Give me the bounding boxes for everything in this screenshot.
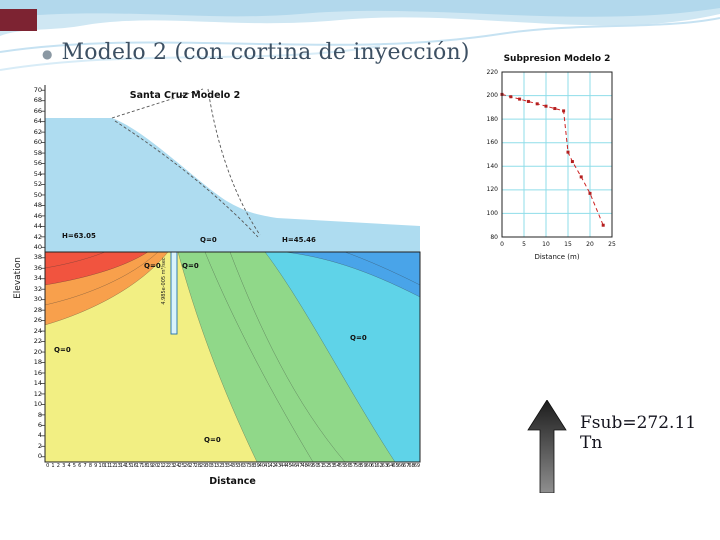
dam-upstream-face-line (111, 88, 204, 119)
uplift-pressure-chart: Subpresion Modelo 2 220 200 180 160 140 120 10… (478, 52, 640, 276)
fsub-result-label: Fsub=272.11 Tn (580, 413, 697, 453)
contour-plot-canvas (41, 85, 421, 463)
wave-decoration (0, 0, 720, 71)
annotation-q-left: Q=0 (54, 346, 71, 354)
bullet-icon: ● (42, 47, 53, 61)
annotation-q-curtain-right: Q=0 (182, 262, 199, 270)
inset-y-ticks: 220 200 180 160 140 120 100 80 (486, 68, 498, 241)
curtain-flux-label: 4.985e-005 m³/sec (161, 257, 167, 305)
equipotential-lines (44, 251, 421, 463)
inset-x-axis-label: Distance (m) (534, 253, 580, 261)
inset-chart-title: Subpresion Modelo 2 (503, 54, 611, 64)
dam-downstream-face-line (207, 88, 261, 236)
annotation-q-bottom: Q=0 (204, 436, 221, 444)
main-chart-title: Santa Cruz Modelo 2 (129, 90, 241, 101)
corner-accent-bar (0, 9, 37, 31)
x-axis-label: Distance (209, 476, 256, 487)
up-arrow-icon (527, 400, 567, 493)
inset-frame (501, 71, 613, 238)
annotation-q-toe: Q=0 (200, 236, 217, 244)
main-y-ticks: 70 68 66 64 62 60 58 56 54 52 50 48 46 44 42 40 38 36 34 32… (33, 85, 42, 461)
annotation-h-downstream: H=45.46 (282, 236, 316, 244)
injection-curtain (170, 251, 178, 335)
seepage-contour-chart: Elevation 70 68 66 64 62 60 58 56 54 52 50 48 46 44 42… (6, 82, 453, 512)
uplift-plot-canvas (500, 71, 613, 238)
inset-x-ticks: 0 5 10 15 20 25 (500, 241, 616, 248)
contour-bands (45, 252, 420, 462)
y-axis-tickmarks (41, 89, 45, 458)
inset-gridlines (502, 72, 612, 237)
title-row: ● Modelo 2 (con cortina de inyección) (42, 40, 470, 65)
annotation-h-upstream: H=63.05 (62, 232, 96, 240)
uplift-series-markers (500, 92, 605, 227)
main-x-ticks: 0 1 2 3 4 5 6 7 8 9 10 11 12 13 14 15 16 17 18 19 20 21 22 23 24… (46, 463, 421, 469)
phreatic-line (114, 120, 259, 238)
slide-title: Modelo 2 (con cortina de inyección) (61, 40, 470, 65)
water-region (45, 118, 420, 252)
uplift-series-line (501, 93, 604, 226)
annotation-q-curtain-left: Q=0 (144, 262, 161, 270)
annotation-q-right: Q=0 (350, 334, 367, 342)
